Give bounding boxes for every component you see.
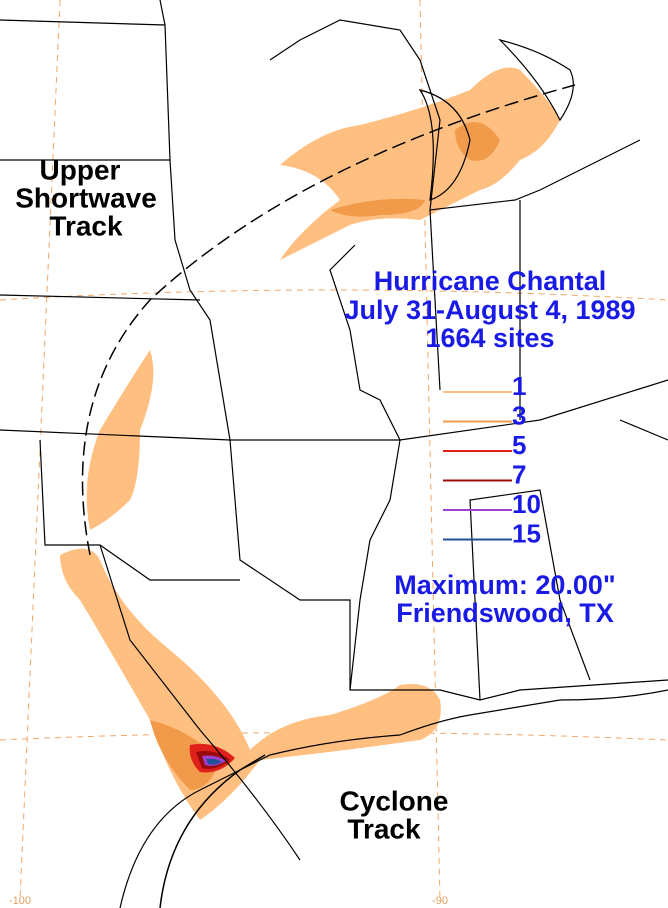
track-label: Shortwave xyxy=(15,182,157,213)
legend-label: 1 xyxy=(512,371,526,401)
maximum-location: Friendswood, TX xyxy=(396,598,614,628)
lake-shore xyxy=(418,38,574,201)
upper-shortwave-track xyxy=(81,84,576,556)
track-label: Cyclone xyxy=(340,785,449,816)
legend-label: 7 xyxy=(512,459,526,489)
cyclone-track xyxy=(159,754,266,908)
longitude-line xyxy=(19,0,61,901)
subtitle: July 31-August 4, 1989 xyxy=(344,295,635,325)
track-label: Track xyxy=(347,813,421,844)
latitude-line xyxy=(0,289,668,301)
rain-area xyxy=(150,720,220,790)
track-label: Track xyxy=(49,210,123,241)
legend-label: 5 xyxy=(512,430,526,460)
longitude-label: -100 xyxy=(9,895,31,907)
state-border xyxy=(0,159,668,581)
rain-area xyxy=(455,122,500,161)
longitude-label: -90 xyxy=(432,895,448,907)
rain-area xyxy=(86,350,154,530)
rain-area xyxy=(330,198,425,217)
longitude-line xyxy=(419,0,441,901)
legend-label: 15 xyxy=(512,518,541,548)
state-border xyxy=(159,0,668,701)
maximum: Maximum: 20.00" xyxy=(394,570,615,600)
state-border xyxy=(0,19,351,690)
subtitle: 1664 sites xyxy=(425,323,554,353)
track-line xyxy=(99,544,301,861)
rain-area xyxy=(60,548,441,820)
coastline xyxy=(119,689,668,908)
rain-area xyxy=(206,758,222,765)
rainfall xyxy=(60,67,560,820)
legend-label: 3 xyxy=(512,400,526,430)
track-label: Upper xyxy=(40,154,121,185)
title: Hurricane Chantal xyxy=(374,266,607,296)
legend-label: 10 xyxy=(512,489,541,519)
